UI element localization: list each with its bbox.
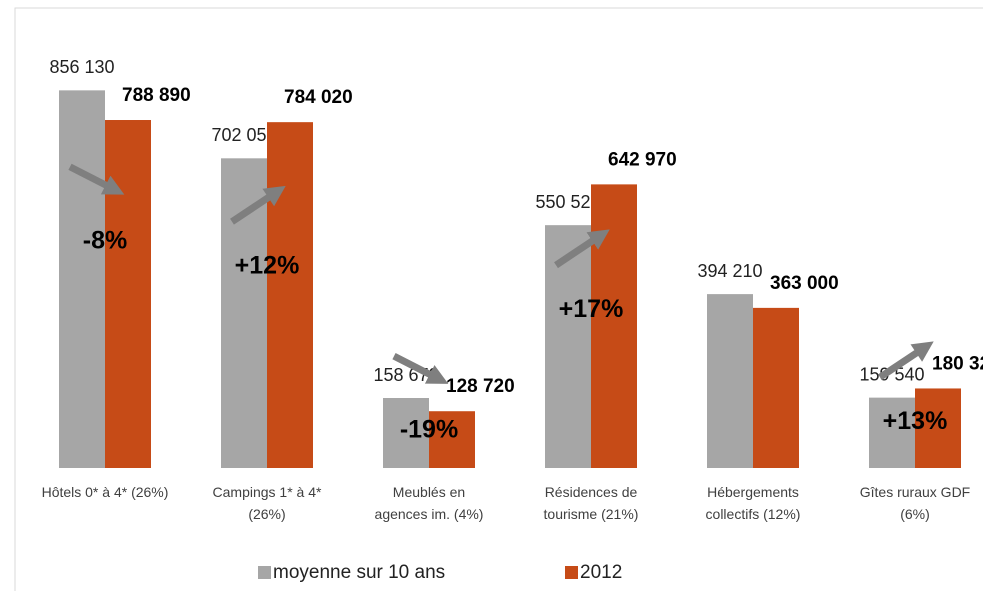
value-label: 394 210	[697, 261, 762, 281]
bar	[707, 294, 753, 468]
bar	[383, 398, 429, 468]
bar	[753, 307, 799, 468]
value-label: 180 320	[932, 353, 983, 374]
annotation: -8%	[83, 226, 127, 254]
trend-arrow	[392, 352, 449, 384]
annotation: -19%	[400, 416, 458, 444]
value-label: 788 890	[122, 85, 191, 106]
legend-swatch	[565, 566, 578, 579]
value-label: 784 020	[284, 87, 353, 108]
value-label: 550 520	[535, 192, 600, 212]
x-tick-label: Meublés en agences im. (4%)	[375, 484, 484, 522]
legend-label: moyenne sur 10 ans	[273, 562, 445, 583]
bar	[869, 397, 915, 468]
trend-arrow	[878, 341, 934, 381]
annotation: +12%	[235, 251, 300, 279]
bar	[267, 122, 313, 468]
x-tick-label: Gîtes ruraux GDF (6%)	[860, 484, 970, 522]
value-label: 856 130	[49, 57, 114, 77]
bar	[545, 225, 591, 468]
value-label: 642 970	[608, 149, 677, 170]
annotation: +13%	[883, 407, 948, 435]
legend-swatch	[258, 566, 271, 579]
annotation: +17%	[559, 295, 624, 323]
bar	[429, 411, 475, 468]
value-label: 702 050	[211, 125, 276, 145]
bar	[915, 388, 961, 468]
value-label: 363 000	[770, 273, 839, 294]
trend-arrow	[554, 229, 610, 269]
bar	[59, 90, 105, 468]
bar	[591, 184, 637, 468]
x-tick-label: Résidences de tourisme (21%)	[544, 484, 639, 522]
chart-frame	[14, 7, 983, 591]
trend-arrow	[230, 185, 286, 225]
x-tick-label: Hôtels 0* à 4* (26%)	[42, 484, 169, 500]
trend-arrow	[68, 163, 125, 195]
legend-label: 2012	[580, 562, 622, 583]
value-label: 159 540	[859, 364, 924, 384]
bar	[105, 120, 151, 469]
x-tick-label: Campings 1* à 4* (26%)	[213, 484, 323, 522]
x-tick-label: Hébergements collectifs (12%)	[706, 484, 801, 522]
value-label: 128 720	[446, 376, 515, 397]
